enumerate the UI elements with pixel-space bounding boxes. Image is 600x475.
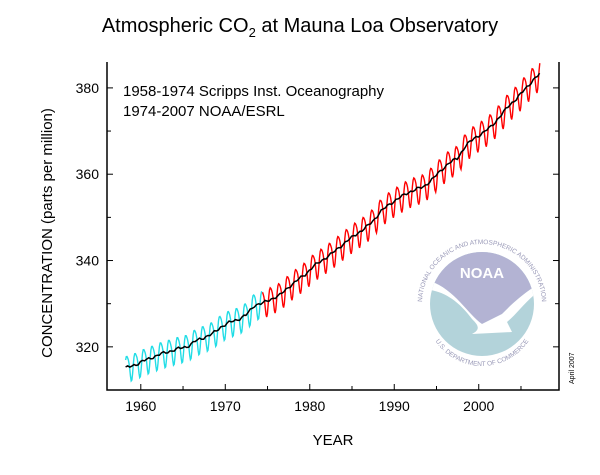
x-tick-label: 1990: [379, 398, 410, 414]
x-tick-label: 1980: [294, 398, 325, 414]
y-tick-label: 380: [76, 80, 100, 96]
noaa-logo: NOAA NATIONAL OCEANIC AND ATMOSPHERIC AD…: [417, 239, 547, 368]
axes-frame: [106, 62, 560, 391]
x-axis-label: YEAR: [313, 432, 354, 449]
x-tick-label: 2000: [463, 398, 494, 414]
logo-text: NOAA: [460, 265, 504, 282]
y-tick-label: 360: [76, 166, 100, 182]
date-note: April 2007: [569, 352, 576, 384]
y-axis-label: CONCENTRATION (parts per million): [39, 108, 56, 358]
trend-line: [125, 72, 541, 368]
noaa-monthly-line: [261, 63, 541, 318]
annotation-scripps: 1958-1974 Scripps Inst. Oceanography: [123, 83, 384, 100]
logo-bird: [430, 279, 534, 334]
logo-sky: [430, 252, 534, 324]
chart-title: Atmospheric CO2 at Mauna Loa Observatory: [102, 15, 498, 40]
x-tick-label: 1960: [125, 398, 156, 414]
y-tick-label: 320: [76, 339, 100, 355]
y-tick-label: 340: [76, 253, 100, 269]
scripps-monthly-line: [124, 291, 263, 383]
annotation-noaa: 1974-2007 NOAA/ESRL: [123, 103, 285, 120]
x-tick-label: 1970: [210, 398, 241, 414]
